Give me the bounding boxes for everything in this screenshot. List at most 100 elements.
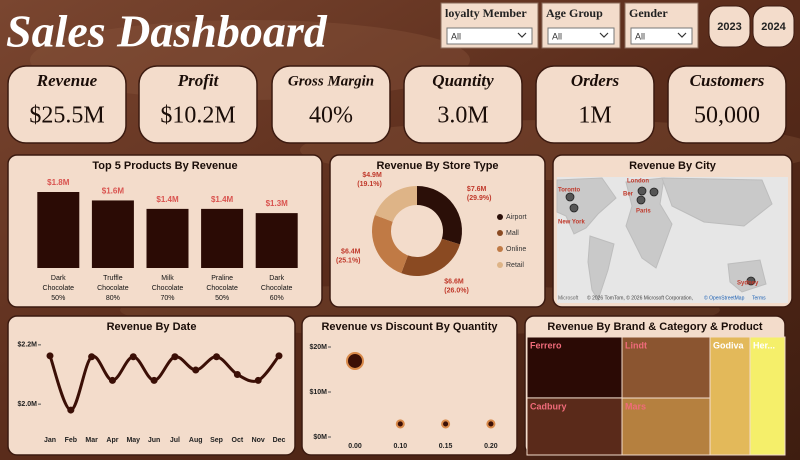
city-label: Sydney <box>737 281 759 287</box>
value-label: $1.4M <box>156 195 179 204</box>
kpi-label: Quantity <box>432 71 494 90</box>
share-label: (26.0%) <box>444 288 469 295</box>
legend-label: Airport <box>506 214 527 221</box>
value-label: $4.9M <box>362 172 382 179</box>
treemap-tile <box>749 336 786 456</box>
year-button-label: 2023 <box>717 21 741 33</box>
panel <box>301 315 518 456</box>
filter-label: Gender <box>629 6 668 20</box>
line-marker <box>171 353 179 361</box>
treemap-tile <box>621 336 711 399</box>
filter-dropdown[interactable]: All <box>446 27 533 45</box>
dropdown-chevron <box>677 32 687 38</box>
kpi-card <box>138 65 258 144</box>
panel-title: Revenue By City <box>629 160 717 172</box>
bubble <box>346 351 364 370</box>
treemap-label: Cadbury <box>530 401 567 411</box>
x-tick-label: 0.20 <box>484 443 498 450</box>
x-tick-label: Mar <box>85 437 98 444</box>
y-tick-label: $10M <box>309 389 327 396</box>
legend-label: Online <box>506 246 526 253</box>
treemap-label: Lindt <box>625 340 647 350</box>
x-tick-label: Sep <box>210 437 223 444</box>
filter-dropdown[interactable]: All <box>547 27 615 45</box>
year-button[interactable]: 2023 <box>708 5 751 48</box>
treemap-label: Ferrero <box>530 340 562 350</box>
x-tick-label: Dark Chocolate 60% <box>261 275 293 302</box>
treemap-label: Godiva <box>713 340 745 350</box>
city-label: Toronto <box>558 188 581 194</box>
panel-title: Revenue By Date <box>107 321 197 333</box>
city-bubble <box>569 203 579 213</box>
share-label: (25.1%) <box>336 257 361 264</box>
panel-title: Revenue vs Discount By Quantity <box>321 321 498 333</box>
map-link[interactable]: Terms <box>752 295 766 301</box>
kpi-value: 1M <box>578 103 611 129</box>
x-tick-label: Nov <box>252 437 265 444</box>
x-tick-label: Jun <box>148 437 160 444</box>
bubble <box>441 419 451 429</box>
kpi-card <box>7 65 127 144</box>
value-label: $1.4M <box>211 195 234 204</box>
x-tick-label: May <box>126 437 140 444</box>
kpi-card <box>535 65 655 144</box>
y-tick-label: $2.0M <box>18 401 38 408</box>
city-bubble <box>637 186 647 196</box>
x-tick-label: Jul <box>170 437 180 444</box>
x-tick-label: Aug <box>189 437 203 444</box>
dropdown-box <box>446 27 533 45</box>
city-bubble <box>649 187 659 197</box>
kpi-value: 3.0M <box>437 103 488 129</box>
value-label: $1.6M <box>102 187 125 196</box>
line-marker <box>275 352 283 360</box>
kpi-card <box>271 65 391 144</box>
kpi-value: $25.5M <box>29 103 104 129</box>
filter-label: loyalty Member <box>445 6 527 20</box>
map-attribution: © 2026 TomTom, © 2026 Microsoft Corporat… <box>587 294 693 301</box>
city-label: Paris <box>636 209 651 215</box>
line-marker <box>213 353 221 361</box>
x-tick-label: Dec <box>273 437 286 444</box>
x-tick-label: Truffle Chocolate 80% <box>97 275 129 302</box>
value-label: $1.8M <box>47 178 70 187</box>
map-link[interactable]: © OpenStreetMap <box>704 294 745 301</box>
treemap-tile <box>709 336 751 456</box>
map-land <box>587 235 615 302</box>
share-label: (29.9%) <box>467 195 492 202</box>
map-land <box>727 259 767 293</box>
bar <box>201 208 244 268</box>
year-button-bg <box>708 5 751 48</box>
line-marker <box>233 371 241 378</box>
treemap-label: Her... <box>753 340 775 350</box>
y-tick-label: $20M <box>309 344 327 351</box>
x-tick-label: 0.00 <box>348 443 362 450</box>
donut-slice <box>374 186 417 222</box>
city-bubble <box>636 195 646 205</box>
x-tick-label: Oct <box>232 437 244 444</box>
year-button[interactable]: 2024 <box>752 5 795 48</box>
legend-label: Mall <box>506 230 519 237</box>
city-label: New York <box>558 220 585 226</box>
kpi-value: 40% <box>309 103 353 129</box>
dropdown-value: All <box>635 31 645 41</box>
dropdown-chevron <box>517 32 527 38</box>
legend-swatch <box>497 230 503 236</box>
filter-dropdown[interactable]: All <box>630 27 693 45</box>
treemap-label: Mars <box>625 401 646 411</box>
kpi-label: Orders <box>571 71 620 90</box>
city-label: London <box>627 179 649 185</box>
dropdown-value: All <box>552 31 562 41</box>
line-marker <box>67 406 75 414</box>
x-tick-label: 0.10 <box>393 443 407 450</box>
kpi-label: Profit <box>177 71 220 90</box>
bubble <box>395 419 405 429</box>
legend-swatch <box>497 246 503 252</box>
x-tick-label: Feb <box>65 437 77 444</box>
year-button-bg <box>752 5 795 48</box>
bubble <box>486 419 496 429</box>
bar <box>91 200 134 268</box>
line-marker <box>254 376 262 384</box>
bar <box>146 208 189 268</box>
kpi-label: Customers <box>690 71 765 90</box>
